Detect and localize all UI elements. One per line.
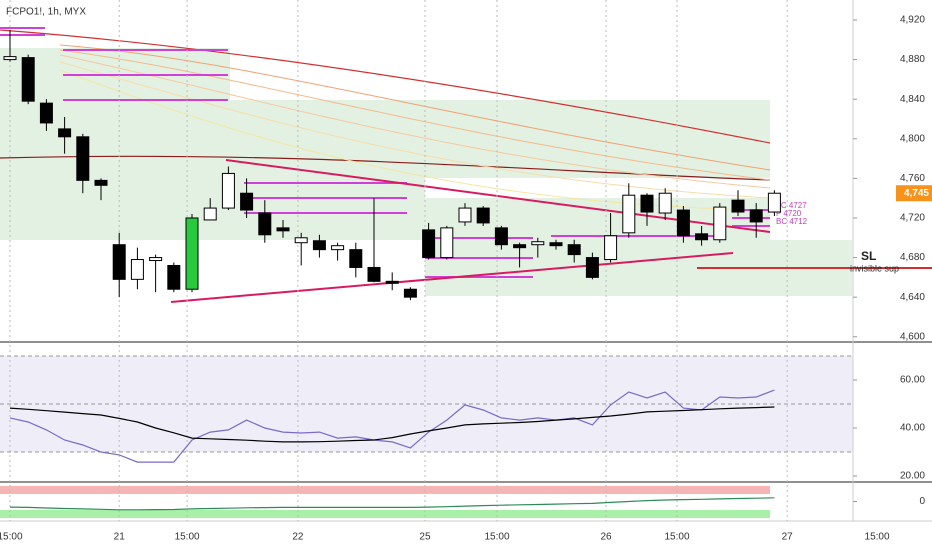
candle-body: [695, 233, 709, 241]
x-tick-label: 22: [292, 532, 304, 543]
candle-body: [440, 227, 454, 259]
x-tick-label: 25: [419, 532, 431, 543]
ma-line: [0, 29, 771, 144]
annotation: SL: [861, 249, 876, 263]
y-tick-label: 0: [919, 496, 925, 507]
y-tick-label: 60.00: [900, 375, 925, 386]
y-tick-label: 4,920: [900, 15, 925, 26]
candle-body: [203, 207, 217, 221]
candle-body: [458, 207, 472, 223]
candle-body: [276, 227, 290, 232]
annotation: invisible sup: [850, 263, 899, 273]
candle-body: [130, 259, 144, 280]
x-tick-label: 15:00: [175, 532, 200, 543]
ma-line: [0, 155, 771, 181]
candle-body: [3, 56, 17, 61]
x-tick-label: 15:00: [485, 532, 510, 543]
candle-body: [622, 194, 636, 234]
trend-line: [170, 252, 734, 303]
candle-body: [294, 237, 308, 244]
candle-body: [749, 209, 763, 223]
ma-line: [59, 44, 771, 171]
series-line: [9, 406, 775, 443]
candle-body: [513, 244, 527, 249]
candle-body: [385, 280, 399, 284]
candle-body: [331, 245, 345, 251]
y-tick-label: 4,720: [900, 213, 925, 224]
candle-body: [58, 128, 72, 138]
y-tick-label: 4,680: [900, 252, 925, 263]
y-tick-label: 4,800: [900, 133, 925, 144]
y-tick-label: 4,760: [900, 173, 925, 184]
y-tick-label: 4,840: [900, 94, 925, 105]
candle-body: [640, 194, 654, 213]
chart-title: FCPO1!, 1h, MYX: [6, 7, 86, 18]
candle-body: [713, 206, 727, 241]
level-lines: [0, 27, 770, 278]
candle-body: [604, 235, 618, 261]
y-tick-label: 4,640: [900, 292, 925, 303]
candle-body: [349, 249, 363, 268]
candle-body: [494, 227, 508, 246]
candle-body: [39, 102, 53, 124]
candle-body: [221, 172, 235, 209]
x-tick-label: 15:00: [0, 532, 23, 543]
candle-body: [567, 244, 581, 256]
candle-body: [149, 257, 163, 262]
x-tick-label: 15:00: [865, 532, 890, 543]
series-line: [9, 389, 775, 463]
candle-body: [731, 199, 745, 213]
candle-body: [767, 192, 781, 213]
x-tick-label: 21: [114, 532, 126, 543]
last-price-label: 4,745: [904, 188, 929, 199]
annotation: BC 4712: [776, 217, 808, 226]
last-price-box: [896, 185, 932, 202]
y-tick-label: 40.00: [900, 423, 925, 434]
osc-band-top: [0, 486, 770, 494]
candle-body: [167, 264, 181, 290]
candle-body: [94, 179, 108, 186]
x-tick-label: 27: [782, 532, 794, 543]
candle-body: [403, 288, 417, 298]
candle-body: [240, 192, 254, 211]
ma-line: [59, 49, 771, 181]
ma-line: [59, 54, 771, 189]
candle-body: [185, 217, 199, 290]
candle-body: [21, 57, 35, 102]
candle-body: [258, 212, 272, 236]
zone: [230, 100, 770, 178]
candle-body: [549, 242, 563, 247]
candle-body: [476, 207, 490, 224]
candle-body: [531, 241, 545, 246]
x-tick-label: 15:00: [665, 532, 690, 543]
candle-body: [585, 257, 599, 278]
y-tick-label: 4,880: [900, 54, 925, 65]
candle-body: [312, 240, 326, 251]
candle-body: [422, 229, 436, 259]
ma-line: [59, 61, 771, 199]
candle-body: [676, 209, 690, 237]
candle-body: [658, 192, 672, 214]
y-tick-label: 4,600: [900, 331, 925, 342]
y-tick-label: 20.00: [900, 471, 925, 482]
candle-body: [112, 244, 126, 280]
candle-body: [76, 136, 90, 181]
annotation: TC 4727: [776, 201, 807, 210]
series-line: [9, 497, 775, 511]
candle-body: [367, 266, 381, 282]
annotation: P 4720: [776, 209, 802, 218]
x-tick-label: 26: [600, 532, 612, 543]
osc-band-bottom: [0, 510, 770, 518]
